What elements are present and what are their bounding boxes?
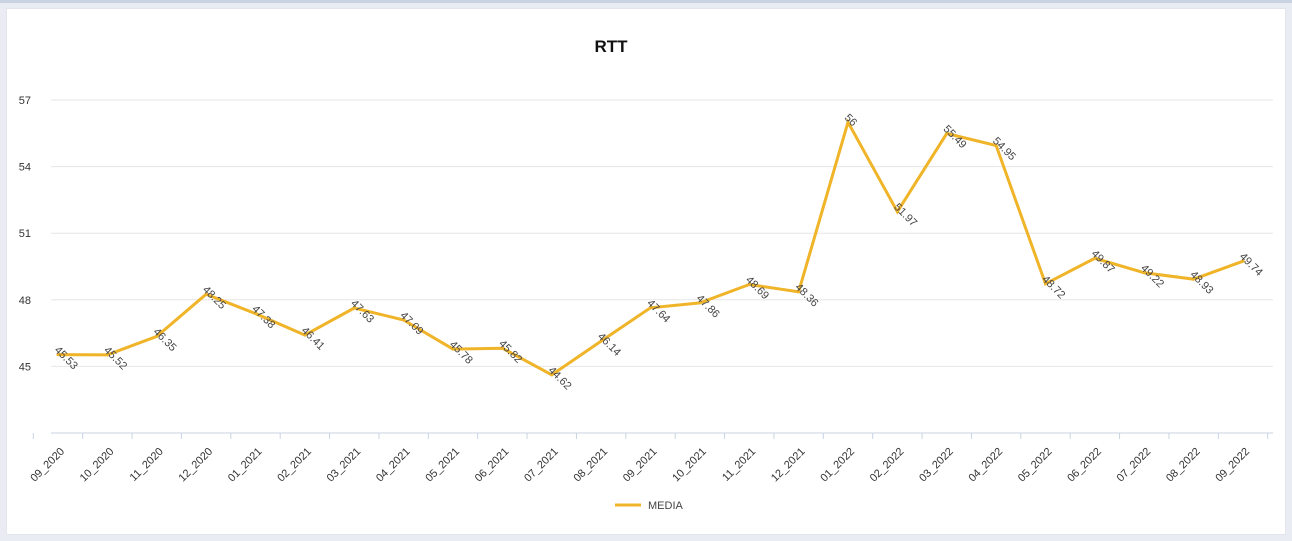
x-tick-label: 03_2022 (917, 446, 956, 485)
x-tick-label: 03_2021 (325, 446, 364, 485)
legend[interactable]: MEDIA (615, 500, 684, 512)
data-label: 45.53 (52, 344, 80, 372)
data-point[interactable] (895, 210, 899, 214)
x-axis: 09_2020 10_2020 11_2020 12_2020 01_2021 02_20… (28, 432, 1273, 485)
data-label: 47.64 (644, 297, 672, 325)
x-tick-label: 09_2020 (28, 446, 67, 485)
data-point[interactable] (204, 292, 208, 296)
data-label: 49.74 (1237, 251, 1265, 279)
chart-card: RTT 45 48 51 54 57 09_2020 10_2020 11_2020 12_2… (6, 8, 1286, 535)
x-tick-label: 05_2021 (423, 446, 462, 485)
x-tick-label: 05_2022 (1016, 446, 1055, 485)
data-label: 56 (842, 112, 859, 129)
x-tick-label: 10_2021 (670, 446, 709, 485)
data-label: 44.62 (546, 364, 574, 392)
data-label: 47.09 (398, 310, 426, 338)
data-label: 46.35 (151, 326, 179, 354)
data-point[interactable] (56, 353, 60, 357)
data-point[interactable] (599, 339, 603, 343)
series-line-media (56, 118, 1245, 377)
y-tick-label: 54 (19, 162, 31, 174)
x-tick-label: 06_2021 (473, 446, 512, 485)
x-tick-label: 12_2020 (176, 446, 215, 485)
data-point[interactable] (1142, 271, 1146, 275)
data-point[interactable] (846, 120, 850, 124)
data-label: 47.63 (348, 298, 376, 326)
y-tick-label: 57 (19, 95, 31, 107)
data-point[interactable] (994, 144, 998, 148)
data-point[interactable] (303, 333, 307, 337)
x-tick-label: 10_2020 (78, 446, 117, 485)
top-border (0, 0, 1292, 3)
x-tick-label: 04_2021 (374, 446, 413, 485)
data-point[interactable] (1241, 259, 1245, 263)
y-axis-ticks: 45 48 51 54 57 (19, 95, 31, 373)
data-point[interactable] (1192, 277, 1196, 281)
x-tick-label: 07_2022 (1115, 446, 1154, 485)
x-tick-label: 04_2022 (966, 446, 1005, 485)
series-line (56, 118, 1245, 377)
data-point[interactable] (352, 306, 356, 310)
data-point[interactable] (402, 318, 406, 322)
rtt-line-chart: RTT 45 48 51 54 57 09_2020 10_2020 11_2020 12_2… (19, 37, 1273, 512)
y-tick-label: 51 (19, 228, 31, 240)
x-tick-label: 07_2021 (522, 446, 561, 485)
x-tick-label: 11_2021 (720, 446, 758, 484)
y-tick-label: 48 (19, 295, 31, 307)
data-point[interactable] (698, 301, 702, 305)
x-tick-label: 12_2021 (769, 446, 808, 485)
data-point[interactable] (451, 347, 455, 351)
data-label: 51.97 (891, 201, 919, 229)
data-point[interactable] (500, 346, 504, 350)
x-tick-label: 09_2021 (621, 446, 660, 485)
grid-lines (51, 99, 1273, 367)
data-point[interactable] (649, 306, 652, 310)
x-tick-label: 09_2022 (1213, 446, 1252, 485)
x-tick-label: 02_2021 (275, 446, 314, 485)
data-label: 49.22 (1138, 262, 1166, 290)
data-label: 46.14 (595, 331, 623, 359)
data-point[interactable] (254, 312, 257, 316)
data-label: 48.36 (793, 281, 821, 309)
data-point[interactable] (105, 353, 109, 357)
data-point[interactable] (747, 282, 751, 286)
x-tick-label: 08_2022 (1164, 446, 1203, 485)
data-label: 54.95 (990, 135, 1018, 163)
data-label: 46.41 (299, 325, 327, 353)
x-tick-label: 02_2022 (868, 446, 907, 485)
data-label: 45.82 (496, 338, 524, 366)
data-point[interactable] (797, 290, 801, 294)
data-label: 45.78 (447, 339, 475, 367)
data-label: 48.69 (743, 274, 771, 302)
data-point[interactable] (155, 334, 159, 338)
x-tick-label: 01_2021 (226, 446, 265, 485)
data-label: 48.72 (1039, 273, 1067, 301)
data-point[interactable] (1093, 256, 1097, 260)
y-tick-label: 45 (19, 361, 31, 373)
data-point[interactable] (550, 373, 554, 377)
x-tick-label: 06_2022 (1065, 446, 1104, 485)
data-label: 47.38 (249, 303, 277, 331)
data-point[interactable] (1044, 282, 1047, 286)
x-tick-label: 08_2021 (571, 446, 610, 485)
legend-label-media: MEDIA (648, 500, 684, 512)
data-label: 49.87 (1089, 248, 1117, 276)
x-tick-label: 01_2022 (818, 446, 857, 485)
chart-title: RTT (594, 37, 628, 56)
data-point[interactable] (945, 132, 949, 136)
x-tick-label: 11_2020 (128, 446, 166, 484)
